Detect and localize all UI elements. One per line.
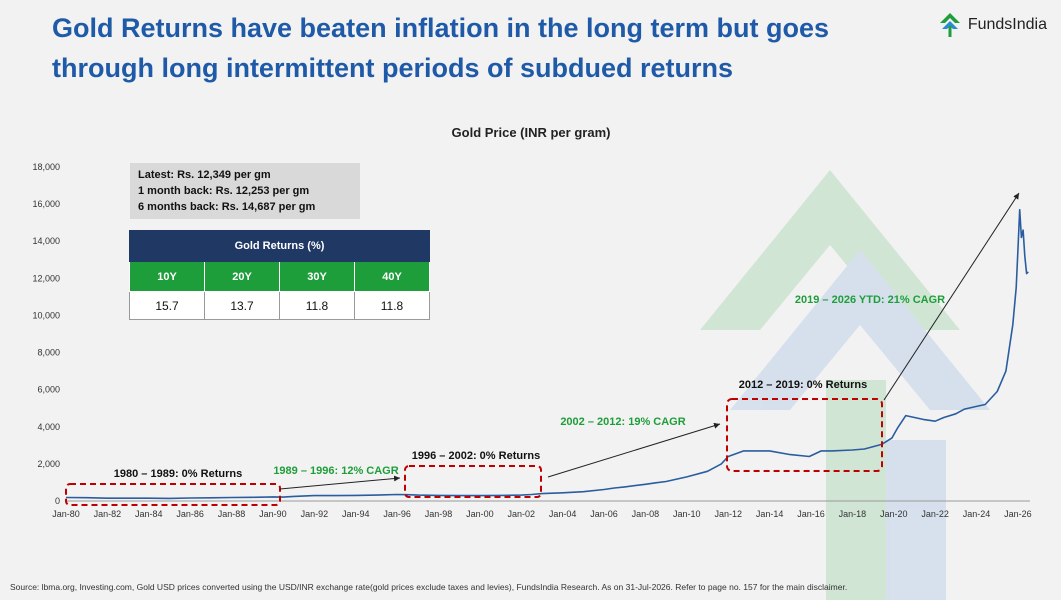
one-month-price: 1 month back: Rs. 12,253 per gm [138,185,310,197]
gold-returns-table: Gold Returns (%) 10Y 20Y 30Y 40Y 15.7 13… [129,230,430,320]
trend-arrow-2019-2026 [883,192,1020,401]
chart-title: Gold Price (INR per gram) [452,125,611,140]
period-box-2012-2019 [726,398,883,472]
returns-table-title: Gold Returns (%) [129,230,430,262]
return-10y: 15.7 [129,291,205,320]
x-tick-label: Jan-94 [342,509,370,519]
annotation-2002-2012: 2002 – 2012: 19% CAGR [560,416,685,428]
y-tick-label: 14,000 [32,236,60,246]
period-box-1996-2002 [404,465,542,498]
return-40y: 11.8 [354,291,430,320]
x-tick-label: Jan-00 [466,509,494,519]
y-tick-label: 2,000 [37,459,60,469]
x-tick-label: Jan-14 [756,509,784,519]
y-tick-label: 18,000 [32,162,60,172]
watermark-logo [700,170,990,600]
return-30y: 11.8 [279,291,355,320]
x-tick-label: Jan-82 [94,509,122,519]
latest-price: Latest: Rs. 12,349 per gm [138,169,271,181]
logo-text: FundsIndia [967,16,1047,33]
x-tick-label: Jan-18 [839,509,867,519]
x-tick-label: Jan-04 [549,509,577,519]
period-40y: 40Y [354,261,430,292]
x-tick-label: Jan-08 [632,509,660,519]
x-tick-label: Jan-80 [52,509,80,519]
y-tick-label: 16,000 [32,199,60,209]
x-tick-label: Jan-12 [714,509,742,519]
x-tick-label: Jan-10 [673,509,701,519]
x-tick-label: Jan-98 [425,509,453,519]
x-axis: Jan-80 Jan-82 Jan-84 Jan-86 Jan-88 Jan-90 Jan-… [52,509,1031,519]
fundsindia-leaf-icon [939,13,960,37]
y-tick-label: 12,000 [32,273,60,283]
period-30y: 30Y [279,261,355,292]
annotation-1989-1996: 1989 – 1996: 12% CAGR [273,465,398,477]
y-tick-label: 10,000 [32,310,60,320]
x-tick-label: Jan-20 [880,509,908,519]
x-tick-label: Jan-02 [508,509,536,519]
x-tick-label: Jan-90 [259,509,287,519]
x-tick-label: Jan-16 [797,509,825,519]
y-tick-label: 8,000 [37,348,60,358]
annotation-2012-2019: 2012 – 2019: 0% Returns [739,379,867,391]
trend-arrow-1989-1996 [279,475,401,490]
x-tick-label: Jan-06 [590,509,618,519]
x-tick-label: Jan-96 [383,509,411,519]
period-10y: 10Y [129,261,205,292]
annotation-1996-2002: 1996 – 2002: 0% Returns [412,450,540,462]
period-20y: 20Y [204,261,280,292]
x-tick-label: Jan-88 [218,509,246,519]
y-tick-label: 6,000 [37,385,60,395]
six-month-price: 6 months back: Rs. 14,687 per gm [138,201,316,213]
x-tick-label: Jan-26 [1004,509,1032,519]
brand-logo: FundsIndia [938,12,1047,38]
trend-arrow-2002-2012 [547,422,721,478]
gold-price-line [65,208,1029,500]
x-tick-label: Jan-92 [301,509,329,519]
x-tick-label: Jan-22 [921,509,949,519]
annotation-2019-2026: 2019 – 2026 YTD: 21% CAGR [795,294,945,306]
page-title: Gold Returns have beaten inflation in th… [52,13,830,83]
annotation-1980-1989: 1980 – 1989: 0% Returns [114,468,242,480]
y-tick-label: 0 [55,496,60,506]
x-tick-label: Jan-24 [963,509,991,519]
source-footnote: Source: lbma.org, Investing.com, Gold US… [10,582,848,592]
x-tick-label: Jan-86 [176,509,204,519]
period-box-1980-1989 [65,483,281,506]
y-axis: 0 2,000 4,000 6,000 8,000 10,000 12,000 14,000 1… [32,162,60,506]
return-20y: 13.7 [204,291,280,320]
y-tick-label: 4,000 [37,422,60,432]
x-tick-label: Jan-84 [135,509,163,519]
price-info-box: Latest: Rs. 12,349 per gm 1 month back: … [130,163,360,219]
